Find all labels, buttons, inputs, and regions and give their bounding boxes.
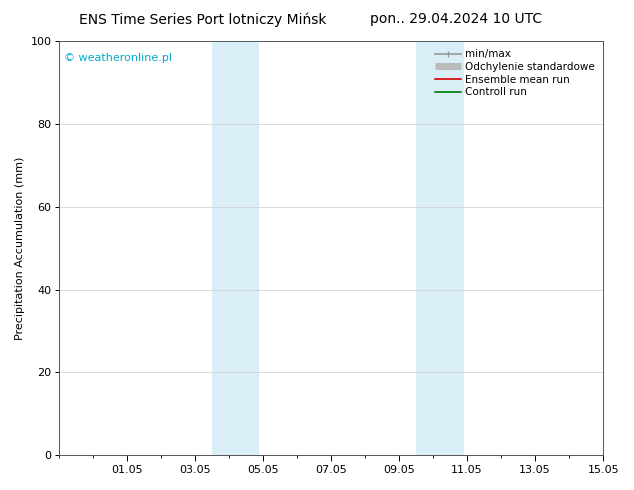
Bar <box>416 41 440 455</box>
Y-axis label: Precipitation Accumulation (mm): Precipitation Accumulation (mm) <box>15 156 25 340</box>
Bar <box>440 41 463 455</box>
Bar <box>235 41 259 455</box>
Text: © weatheronline.pl: © weatheronline.pl <box>64 53 172 64</box>
Legend: min/max, Odchylenie standardowe, Ensemble mean run, Controll run: min/max, Odchylenie standardowe, Ensembl… <box>432 46 598 100</box>
Text: ENS Time Series Port lotniczy Mińsk: ENS Time Series Port lotniczy Mińsk <box>79 12 327 27</box>
Text: pon.. 29.04.2024 10 UTC: pon.. 29.04.2024 10 UTC <box>370 12 543 26</box>
Bar <box>212 41 235 455</box>
